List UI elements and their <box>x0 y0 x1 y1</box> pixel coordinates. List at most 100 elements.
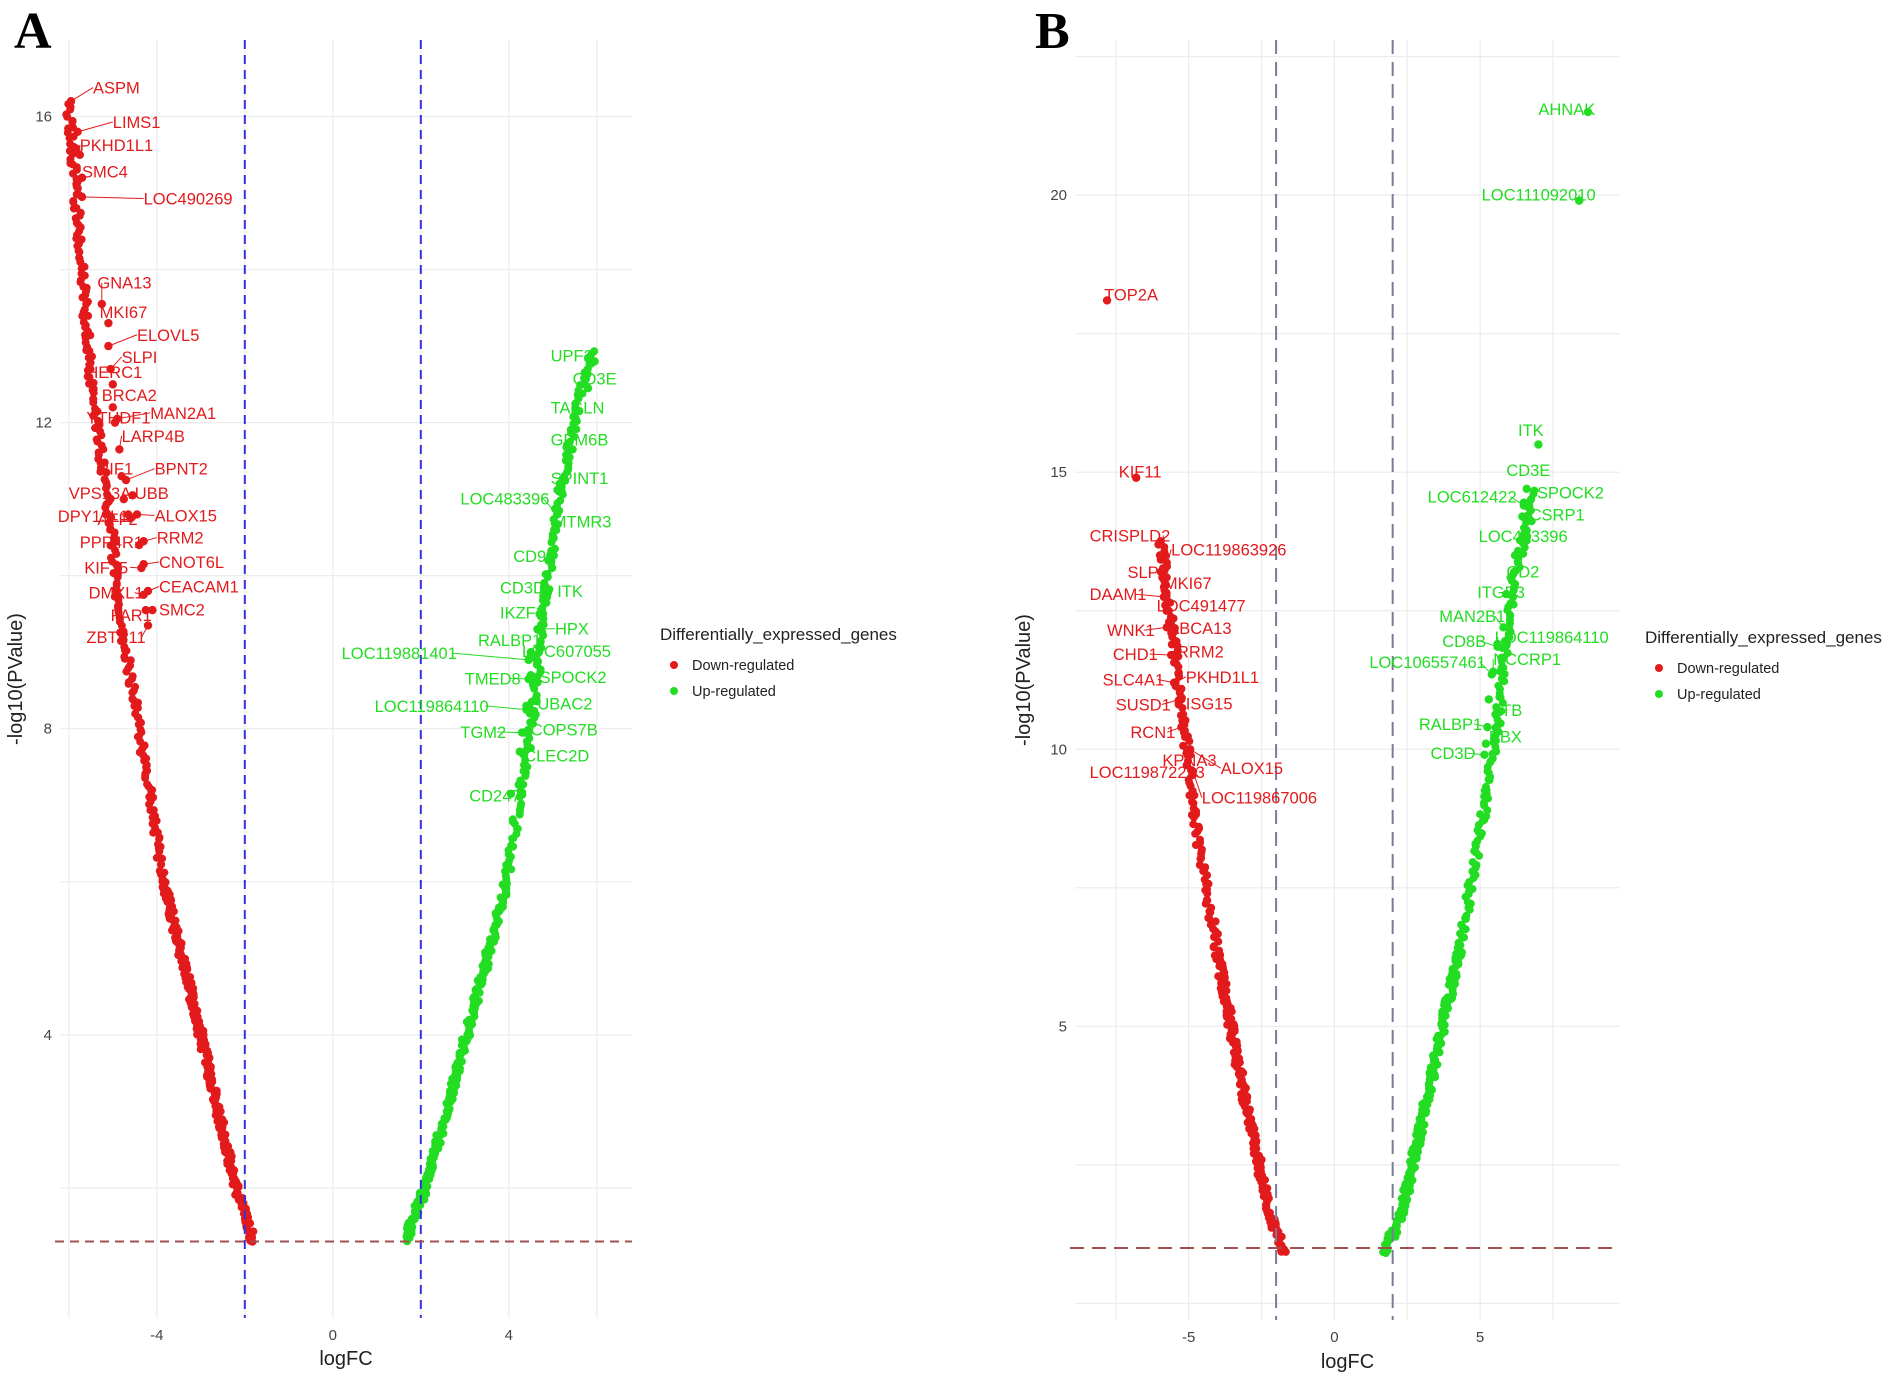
gene-label: LOC483396 <box>460 491 549 509</box>
data-point <box>1401 1179 1410 1188</box>
data-point <box>120 652 129 661</box>
labeled-gene-point <box>1506 573 1515 582</box>
gene-label: HERC1 <box>86 364 142 382</box>
gene-label: LOC119881401 <box>342 645 457 663</box>
labeled-gene-point <box>108 380 118 389</box>
legend-key <box>1655 664 1663 672</box>
label-leader-line <box>1149 653 1172 656</box>
gene-label: CHD1 <box>1113 646 1158 664</box>
legend-label: Up-regulated <box>1677 687 1761 703</box>
gene-label: RALBP1 <box>478 632 541 650</box>
label-leader-line <box>122 513 129 517</box>
gene-label: SMC2 <box>159 601 205 619</box>
label-leader-line <box>530 674 540 678</box>
gene-label: KIF11 <box>1119 464 1162 482</box>
y-axis-title: -log10(PValue) <box>1013 614 1035 746</box>
gene-label: CD3E <box>1506 462 1550 480</box>
label-leader-line <box>136 513 155 516</box>
gene-label: UBAC2 <box>537 696 592 714</box>
label-leader-line <box>1522 513 1530 518</box>
gene-label: MKI67 <box>1164 575 1212 593</box>
x-tick-label: 5 <box>1476 1329 1484 1346</box>
label-leader-line <box>1143 626 1167 631</box>
label-leader-line <box>117 412 151 420</box>
gene-label: ELOVL5 <box>137 327 199 345</box>
gene-label: CRISPLD2 <box>1090 527 1171 545</box>
x-tick-label: -4 <box>150 1327 163 1344</box>
gene-label: DMXL1 <box>89 585 144 603</box>
gene-label: MAN2A1 <box>150 405 216 423</box>
data-point <box>1482 782 1490 791</box>
data-point <box>89 394 98 403</box>
labeled-gene-point <box>1161 551 1170 560</box>
gene-label: SLPI <box>1127 564 1163 582</box>
label-leader-line <box>130 566 142 569</box>
data-point <box>69 197 78 205</box>
data-point <box>103 490 112 499</box>
data-point <box>68 117 77 125</box>
data-point <box>1494 681 1503 690</box>
label-leader-line <box>1523 491 1538 504</box>
label-leader-line <box>1167 726 1182 733</box>
gene-label: LTB <box>1493 702 1522 720</box>
label-leader-line <box>542 498 558 515</box>
gene-label: LOC483396 <box>1479 528 1568 546</box>
data-point <box>100 458 109 467</box>
data-point <box>128 694 137 703</box>
data-point <box>100 475 109 484</box>
label-leader-line <box>143 561 160 565</box>
panel-a-letter: A <box>14 3 52 60</box>
labeled-gene-point <box>1522 484 1531 494</box>
labeled-gene-point <box>104 318 113 328</box>
labeled-gene-point <box>575 406 584 416</box>
series-down <box>62 100 258 1246</box>
labeled-gene-point <box>557 487 566 496</box>
label-leader-line <box>70 87 94 102</box>
data-point <box>537 643 546 652</box>
data-point <box>1462 911 1471 920</box>
labeled-gene-point <box>590 357 599 366</box>
gene-label: LOC607055 <box>522 643 611 661</box>
data-point <box>517 799 526 808</box>
labeled-gene-point <box>1177 695 1186 704</box>
gene-label: DPY19L1 <box>58 508 129 526</box>
x-tick-label: 0 <box>1330 1329 1338 1346</box>
labeled-gene-point <box>548 533 557 542</box>
label-leader-line <box>1473 723 1488 728</box>
gene-label: CSRP1 <box>1530 506 1585 524</box>
data-point <box>152 853 161 862</box>
data-point <box>590 347 599 356</box>
y-tick-label: 5 <box>1059 1018 1067 1035</box>
label-leader-line <box>1135 593 1164 598</box>
gene-label: SPINT1 <box>551 470 609 488</box>
gene-label: MAN2B1 <box>1439 608 1505 626</box>
data-point <box>551 544 559 553</box>
data-point <box>114 592 123 601</box>
gene-label: LOC111092010 <box>1482 187 1596 205</box>
gene-label: CD3D <box>1431 745 1476 763</box>
labeled-gene-point <box>77 173 87 182</box>
data-point <box>1456 929 1465 938</box>
gene-label: LIMS1 <box>113 114 161 132</box>
label-leader-line <box>1175 676 1187 684</box>
label-leader-line <box>125 468 155 481</box>
label-leader-line <box>141 625 149 638</box>
label-leader-line <box>523 729 532 734</box>
x-axis-title: logFC <box>319 1348 372 1370</box>
gene-label: GNA13 <box>97 275 151 293</box>
gene-label: UPF2 <box>551 347 593 365</box>
legend-key <box>670 687 678 695</box>
label-leader-line <box>147 586 160 592</box>
gene-label: RIF1 <box>97 461 133 479</box>
labeled-gene-point <box>535 609 544 619</box>
gene-label: CD8B <box>1442 633 1486 651</box>
data-point <box>157 860 166 869</box>
gene-label: CEACAM1 <box>159 579 239 597</box>
y-tick-label: 10 <box>1050 741 1067 758</box>
label-leader-line <box>1494 615 1504 628</box>
gene-label: IKZF3 <box>500 605 545 623</box>
data-point <box>1515 536 1524 545</box>
gene-label: ZBTB11 <box>86 629 145 647</box>
gene-label: TMED8 <box>465 670 521 688</box>
